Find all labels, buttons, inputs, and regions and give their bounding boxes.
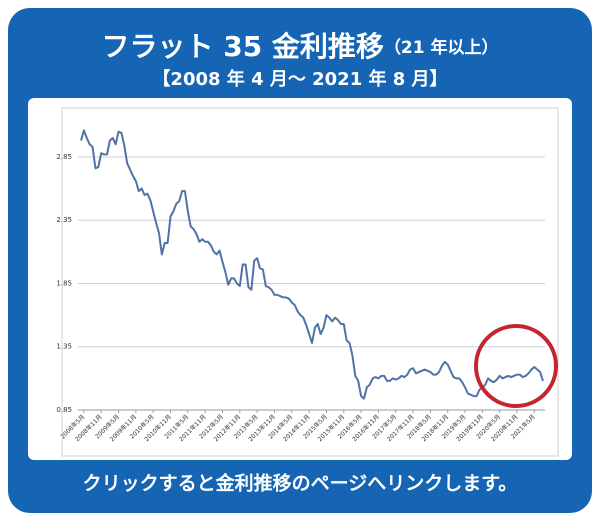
rate-line bbox=[80, 129, 544, 400]
y-tick-label: 0.85 bbox=[56, 406, 72, 414]
y-tick-label: 1.85 bbox=[56, 279, 72, 287]
y-tick-label: 1.35 bbox=[56, 343, 72, 351]
plot-frame bbox=[61, 107, 559, 457]
y-tick-label: 2.85 bbox=[56, 153, 72, 161]
title-note: （21 年以上） bbox=[384, 37, 499, 58]
title-main: フラット 35 金利推移 bbox=[101, 30, 383, 63]
footer-link[interactable]: クリックすると金利推移のページへリンクします。 bbox=[83, 472, 518, 495]
y-tick-label: 2.35 bbox=[56, 216, 72, 224]
chart-title: フラット 35 金利推移（21 年以上） bbox=[101, 30, 498, 63]
highlight-circle bbox=[474, 324, 558, 408]
subtitle: 【2008 年 4 月～ 2021 年 8 月】 bbox=[152, 68, 447, 90]
